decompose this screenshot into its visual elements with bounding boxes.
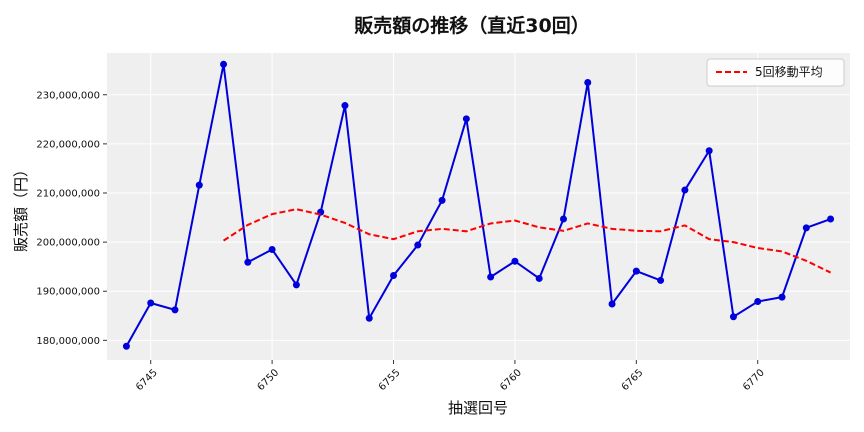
y-tick-label: 190,000,000 bbox=[36, 287, 100, 298]
y-tick-label: 200,000,000 bbox=[36, 238, 100, 249]
grid bbox=[107, 53, 850, 360]
x-axis-label: 抽選回号 bbox=[448, 399, 508, 417]
y-tick-label: 220,000,000 bbox=[36, 139, 100, 150]
data-point bbox=[244, 258, 252, 266]
x-tick-label: 6750 bbox=[255, 367, 281, 393]
y-tick-label: 180,000,000 bbox=[36, 336, 100, 347]
y-axis-label: 販売額（円） bbox=[12, 162, 30, 252]
legend-label-moving-average: 5回移動平均 bbox=[755, 65, 823, 79]
x-axis-ticks: 6745 6750 6755 6760 6765 6770 bbox=[134, 360, 767, 393]
data-point bbox=[584, 78, 592, 86]
data-point bbox=[729, 313, 737, 321]
series-group bbox=[122, 60, 835, 350]
data-point bbox=[171, 306, 179, 314]
data-point bbox=[414, 241, 422, 249]
chart-title: 販売額の推移（直近30回） bbox=[354, 14, 589, 37]
data-point bbox=[754, 298, 762, 306]
data-point bbox=[705, 147, 713, 155]
data-point bbox=[390, 272, 398, 280]
x-tick-label: 6745 bbox=[134, 367, 160, 393]
data-point bbox=[462, 115, 470, 123]
series-moving-average-line bbox=[223, 208, 832, 274]
data-point bbox=[681, 186, 689, 194]
series-sales-line bbox=[125, 63, 831, 347]
data-point bbox=[438, 196, 446, 204]
x-tick-label: 6765 bbox=[620, 367, 646, 393]
y-axis-ticks: 180,000,000 190,000,000 200,000,000 210,000… bbox=[36, 90, 107, 347]
legend: 5回移動平均 bbox=[706, 58, 845, 87]
data-point bbox=[778, 293, 786, 301]
data-point bbox=[827, 215, 835, 223]
data-point bbox=[802, 224, 810, 232]
plot-area bbox=[107, 53, 850, 360]
legend-box bbox=[706, 58, 845, 87]
data-point bbox=[268, 245, 276, 253]
data-point bbox=[365, 314, 373, 322]
x-tick-label: 6760 bbox=[498, 367, 524, 393]
data-point bbox=[608, 300, 616, 308]
data-point bbox=[122, 342, 130, 350]
data-point bbox=[535, 274, 543, 282]
data-point bbox=[341, 102, 349, 110]
data-point bbox=[292, 281, 300, 289]
data-point bbox=[147, 299, 155, 307]
y-tick-label: 230,000,000 bbox=[36, 90, 100, 101]
data-point bbox=[559, 215, 567, 223]
data-point bbox=[632, 267, 640, 275]
data-point bbox=[195, 181, 203, 189]
x-tick-label: 6755 bbox=[377, 367, 403, 393]
data-point bbox=[511, 257, 519, 265]
x-tick-label: 6770 bbox=[741, 367, 767, 393]
data-point bbox=[220, 60, 228, 68]
data-point bbox=[487, 273, 495, 281]
y-tick-label: 210,000,000 bbox=[36, 188, 100, 199]
data-point bbox=[657, 276, 665, 284]
